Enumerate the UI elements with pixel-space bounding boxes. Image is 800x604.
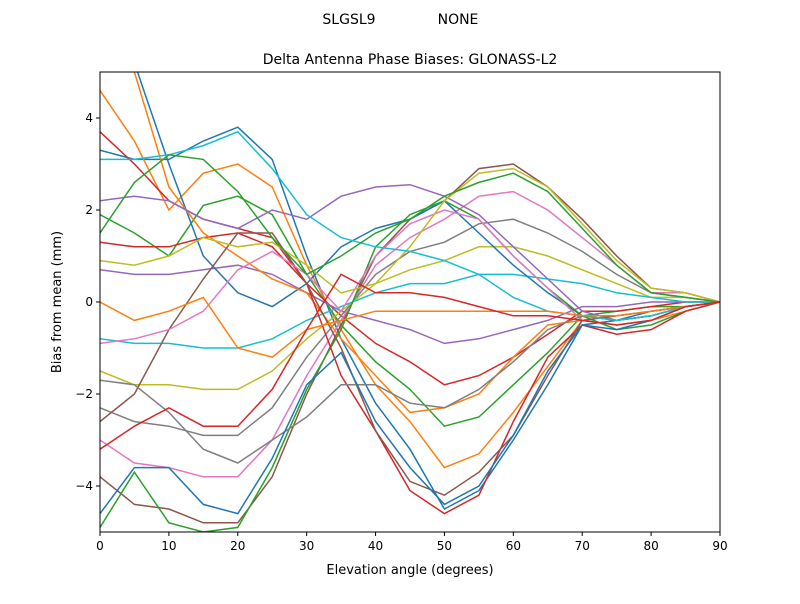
x-tick-label: 60 (506, 539, 521, 553)
series-line-15 (100, 232, 720, 497)
y-tick-label: −2 (75, 387, 93, 401)
x-tick-label: 70 (575, 539, 590, 553)
x-tick-label: 0 (96, 539, 104, 553)
series-line-12 (100, 199, 720, 532)
series-line-21 (100, 296, 720, 359)
y-axis: −4 −2 0 2 4 (75, 111, 100, 493)
x-tick-label: 30 (299, 539, 314, 553)
suptitle-radome: NONE (438, 12, 479, 28)
series-line-4 (100, 264, 720, 345)
x-tick-label: 80 (643, 539, 658, 553)
x-axis-label: Elevation angle (degrees) (326, 563, 493, 578)
y-tick-label: 4 (85, 111, 93, 125)
series-line-14 (100, 183, 720, 322)
series-line-20 (100, 301, 720, 515)
series-lines (100, 72, 720, 532)
series-line-22 (100, 154, 720, 303)
x-tick-label: 20 (230, 539, 245, 553)
series-line-13 (100, 131, 720, 515)
y-tick-label: 0 (85, 295, 93, 309)
series-line-3 (100, 232, 720, 386)
series-line-6 (100, 190, 720, 478)
x-tick-label: 10 (161, 539, 176, 553)
y-axis-label: Bias from mean (mm) (50, 231, 65, 373)
series-line-8 (100, 246, 720, 391)
series-line-9 (100, 273, 720, 349)
series-line-5 (100, 163, 720, 524)
chart-title: Delta Antenna Phase Biases: GLONASS-L2 (263, 52, 558, 68)
y-tick-label: −4 (75, 479, 93, 493)
x-tick-label: 40 (368, 539, 383, 553)
x-axis: 0 10 20 30 40 50 60 70 80 90 (96, 532, 728, 553)
series-line-19 (100, 130, 720, 322)
x-tick-label: 90 (712, 539, 727, 553)
series-line-18 (100, 167, 720, 303)
series-line-23 (100, 273, 720, 450)
x-tick-label: 50 (437, 539, 452, 553)
suptitle-station: SLGSL9 (322, 12, 375, 28)
y-tick-label: 2 (85, 203, 93, 217)
